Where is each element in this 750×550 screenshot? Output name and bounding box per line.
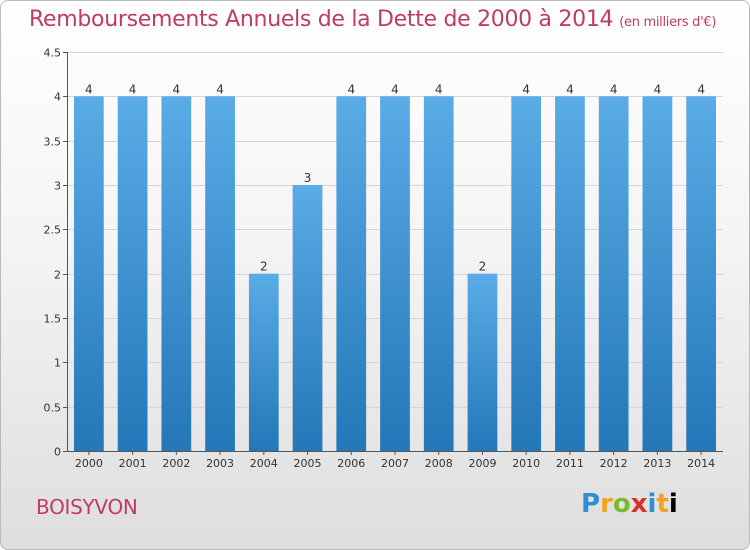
y-tick-label: 0 xyxy=(54,446,61,459)
y-tick-label: 4 xyxy=(54,91,61,104)
chart-title: Remboursements Annuels de la Dette de 20… xyxy=(29,7,716,32)
bar-value-label: 4 xyxy=(129,82,137,96)
bar xyxy=(642,96,673,451)
bar-value-label: 4 xyxy=(85,82,93,96)
bar-value-label: 4 xyxy=(566,82,574,96)
x-tick-label: 2008 xyxy=(425,457,453,470)
x-tick-label: 2004 xyxy=(250,457,278,470)
bar xyxy=(73,96,104,451)
bar xyxy=(686,96,717,451)
bar-value-label: 4 xyxy=(347,82,355,96)
bar xyxy=(423,96,454,451)
y-tick-label: 3 xyxy=(54,180,61,193)
bar xyxy=(117,96,148,451)
bar-value-label: 4 xyxy=(522,82,530,96)
logo-letter: P xyxy=(581,489,601,519)
x-tick-label: 2012 xyxy=(600,457,628,470)
x-tick-label: 2010 xyxy=(512,457,540,470)
bar xyxy=(205,96,235,451)
x-tick-label: 2005 xyxy=(294,457,322,470)
logo-letter: o xyxy=(612,489,631,519)
bar xyxy=(292,185,323,451)
logo-letter: i xyxy=(668,489,678,519)
x-tick-label: 2014 xyxy=(687,457,715,470)
bar-value-label: 4 xyxy=(173,82,181,96)
bar-value-label: 4 xyxy=(216,82,224,96)
x-tick-label: 2013 xyxy=(643,457,671,470)
bar-value-label: 2 xyxy=(260,260,268,274)
bar-value-label: 4 xyxy=(435,82,443,96)
logo-letter: i xyxy=(647,489,657,519)
x-tick-label: 2000 xyxy=(75,457,103,470)
bar xyxy=(161,96,192,451)
x-tick-label: 2007 xyxy=(381,457,409,470)
bar-value-label: 4 xyxy=(654,82,662,96)
proxiti-logo: Proxiti xyxy=(581,489,678,519)
bar xyxy=(380,96,410,451)
bar-value-label: 2 xyxy=(479,260,487,274)
logo-letter: t xyxy=(656,489,669,519)
x-tick-label: 2003 xyxy=(206,457,234,470)
bar xyxy=(467,273,498,451)
x-tick-label: 2002 xyxy=(162,457,190,470)
x-tick-label: 2009 xyxy=(468,457,496,470)
y-tick-label: 3.5 xyxy=(44,136,62,149)
y-tick-label: 0.5 xyxy=(44,402,62,415)
bar-value-label: 3 xyxy=(304,171,312,185)
x-tick-label: 2006 xyxy=(337,457,365,470)
bar xyxy=(555,96,585,451)
chart-title-text: Remboursements Annuels de la Dette de 20… xyxy=(29,7,614,32)
logo-letter: x xyxy=(630,489,648,519)
bar xyxy=(511,96,542,451)
bar xyxy=(336,96,367,451)
logo-letter: r xyxy=(600,489,613,519)
y-tick-label: 2.5 xyxy=(44,224,62,237)
city-name: BOISYVON xyxy=(36,495,138,519)
y-tick-label: 1 xyxy=(54,357,61,370)
bar-value-label: 4 xyxy=(697,82,705,96)
y-tick-label: 1.5 xyxy=(44,313,62,326)
bar xyxy=(248,273,279,451)
bar-value-label: 4 xyxy=(391,82,399,96)
bar xyxy=(598,96,629,451)
bar-value-label: 4 xyxy=(610,82,618,96)
x-tick-label: 2011 xyxy=(556,457,584,470)
x-tick-label: 2001 xyxy=(119,457,147,470)
y-tick-label: 2 xyxy=(54,269,61,282)
chart-unit: (en milliers d'€) xyxy=(619,15,717,30)
y-tick-label: 4.5 xyxy=(44,47,62,60)
